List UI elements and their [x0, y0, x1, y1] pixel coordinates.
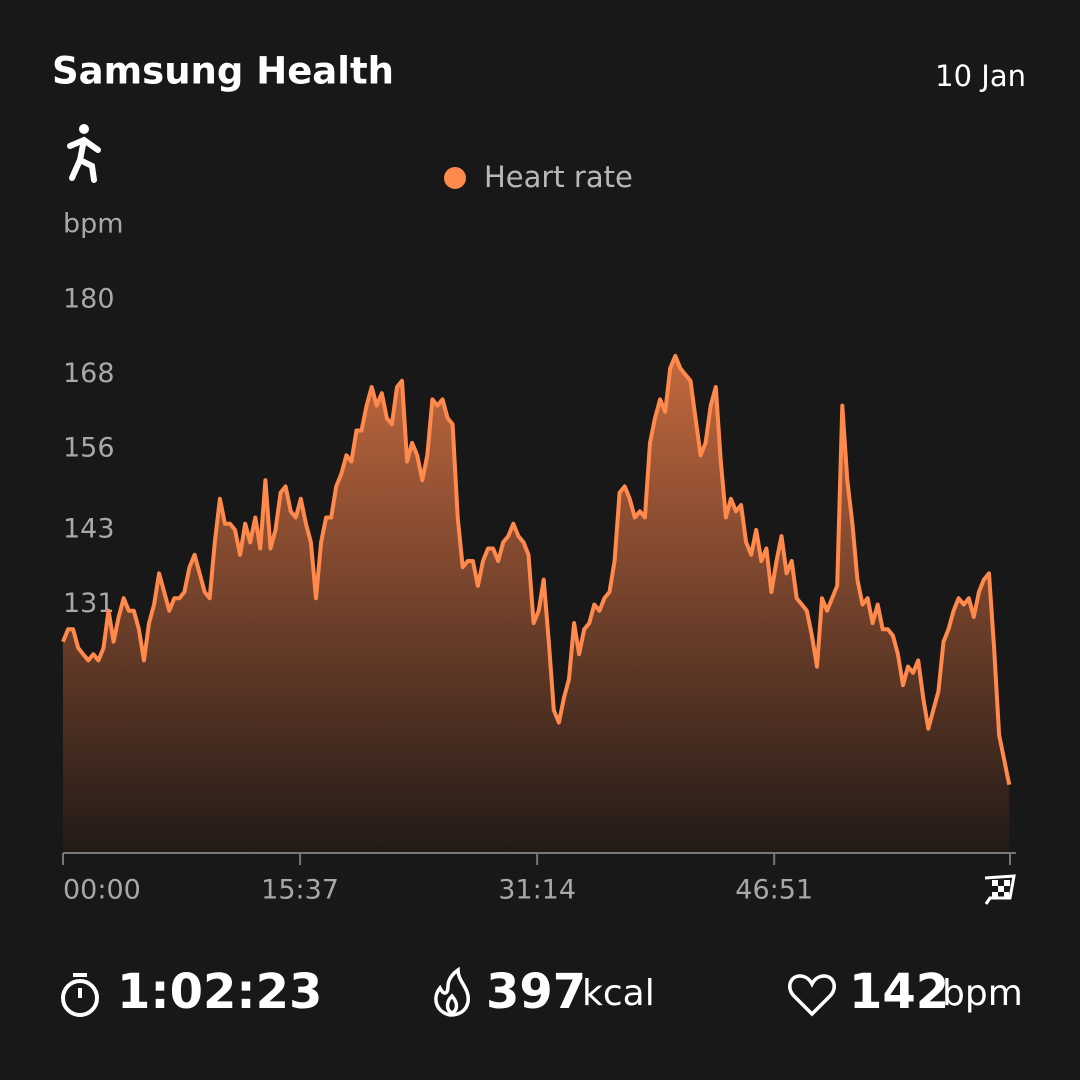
y-tick-label: 156: [63, 433, 115, 464]
stopwatch-icon: [61, 973, 99, 1017]
y-tick-label: 143: [63, 513, 115, 544]
area: [63, 355, 1010, 853]
y-tick-label: 180: [63, 284, 115, 315]
y-axis-label: bpm: [63, 209, 124, 240]
date: 10 Jan: [935, 59, 1026, 93]
heart-rate-unit: bpm: [942, 973, 1023, 1014]
line: [61, 353, 1012, 786]
x-tick-label: 46:51: [735, 875, 813, 906]
y-tick-label: 168: [63, 358, 115, 389]
calories: 397: [486, 964, 586, 1020]
calories-unit: kcal: [582, 973, 655, 1014]
finish-flag-icon: [984, 874, 1016, 905]
heart-rate: 142: [849, 964, 949, 1020]
x-tick-label: 15:37: [261, 875, 339, 906]
heart-icon: [788, 974, 836, 1017]
flame-icon: [434, 966, 470, 1017]
x-tick-label: 00:00: [63, 875, 141, 906]
plot: 10711913114315616818000:0015:3731:1446:5…: [61, 160, 1016, 906]
app-title: Samsung Health: [52, 50, 394, 93]
legend-label: Heart rate: [484, 160, 633, 194]
x-tick-label: 31:14: [498, 875, 576, 906]
legend-marker: [444, 167, 466, 189]
y-tick-label: 131: [63, 588, 115, 619]
walking-icon: [67, 124, 101, 183]
duration: 1:02:23: [117, 964, 322, 1020]
